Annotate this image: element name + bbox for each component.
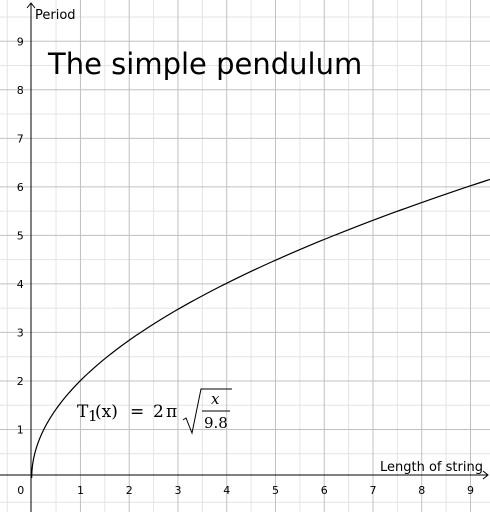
- y-tick-label: 9: [17, 35, 24, 48]
- formula-numerator: x: [211, 390, 220, 408]
- y-tick-label: 3: [17, 326, 24, 339]
- x-axis-arrow: [482, 470, 489, 480]
- formula-lhs-subscript: 1: [88, 407, 98, 425]
- y-tick-label: 8: [17, 84, 24, 97]
- y-tick-label: 5: [17, 229, 24, 242]
- formula-denominator: 9.8: [204, 414, 228, 432]
- x-tick-label: 7: [369, 484, 376, 497]
- x-tick-label: 1: [77, 484, 84, 497]
- y-axis-label: Period: [35, 8, 76, 23]
- formula-equals: =: [130, 402, 144, 422]
- formula-lhs-argument: (x): [95, 402, 118, 422]
- x-axis-label: Length of string: [380, 460, 483, 475]
- chart-title: The simple pendulum: [47, 47, 362, 81]
- formula-coefficient: 2: [153, 402, 164, 422]
- x-tick-label: 2: [126, 484, 133, 497]
- x-tick-label: 0: [17, 484, 24, 497]
- x-tick-label: 6: [321, 484, 328, 497]
- formula-lhs-name: T: [77, 402, 89, 422]
- x-tick-label: 9: [467, 484, 474, 497]
- x-tick-label: 5: [272, 484, 279, 497]
- y-tick-label: 1: [17, 423, 24, 436]
- formula-pi: π: [166, 402, 177, 422]
- x-tick-label: 8: [418, 484, 425, 497]
- y-tick-label: 4: [17, 278, 24, 291]
- formula-annotation: T 1 (x) = 2 π x 9.8: [77, 388, 232, 435]
- y-tick-label: 7: [17, 132, 24, 145]
- series-line-T1: [31, 178, 490, 479]
- y-axis-arrow: [26, 2, 36, 9]
- x-tick-label: 4: [223, 484, 230, 497]
- y-tick-label: 6: [17, 181, 24, 194]
- y-tick-label: 2: [17, 375, 24, 388]
- tick-labels: 0 1 2 3 4 5 6 7 8 9 1 2 3 4 5 6 7 8 9: [17, 35, 474, 497]
- formula-radical-sign: [182, 388, 232, 435]
- x-tick-label: 3: [174, 484, 181, 497]
